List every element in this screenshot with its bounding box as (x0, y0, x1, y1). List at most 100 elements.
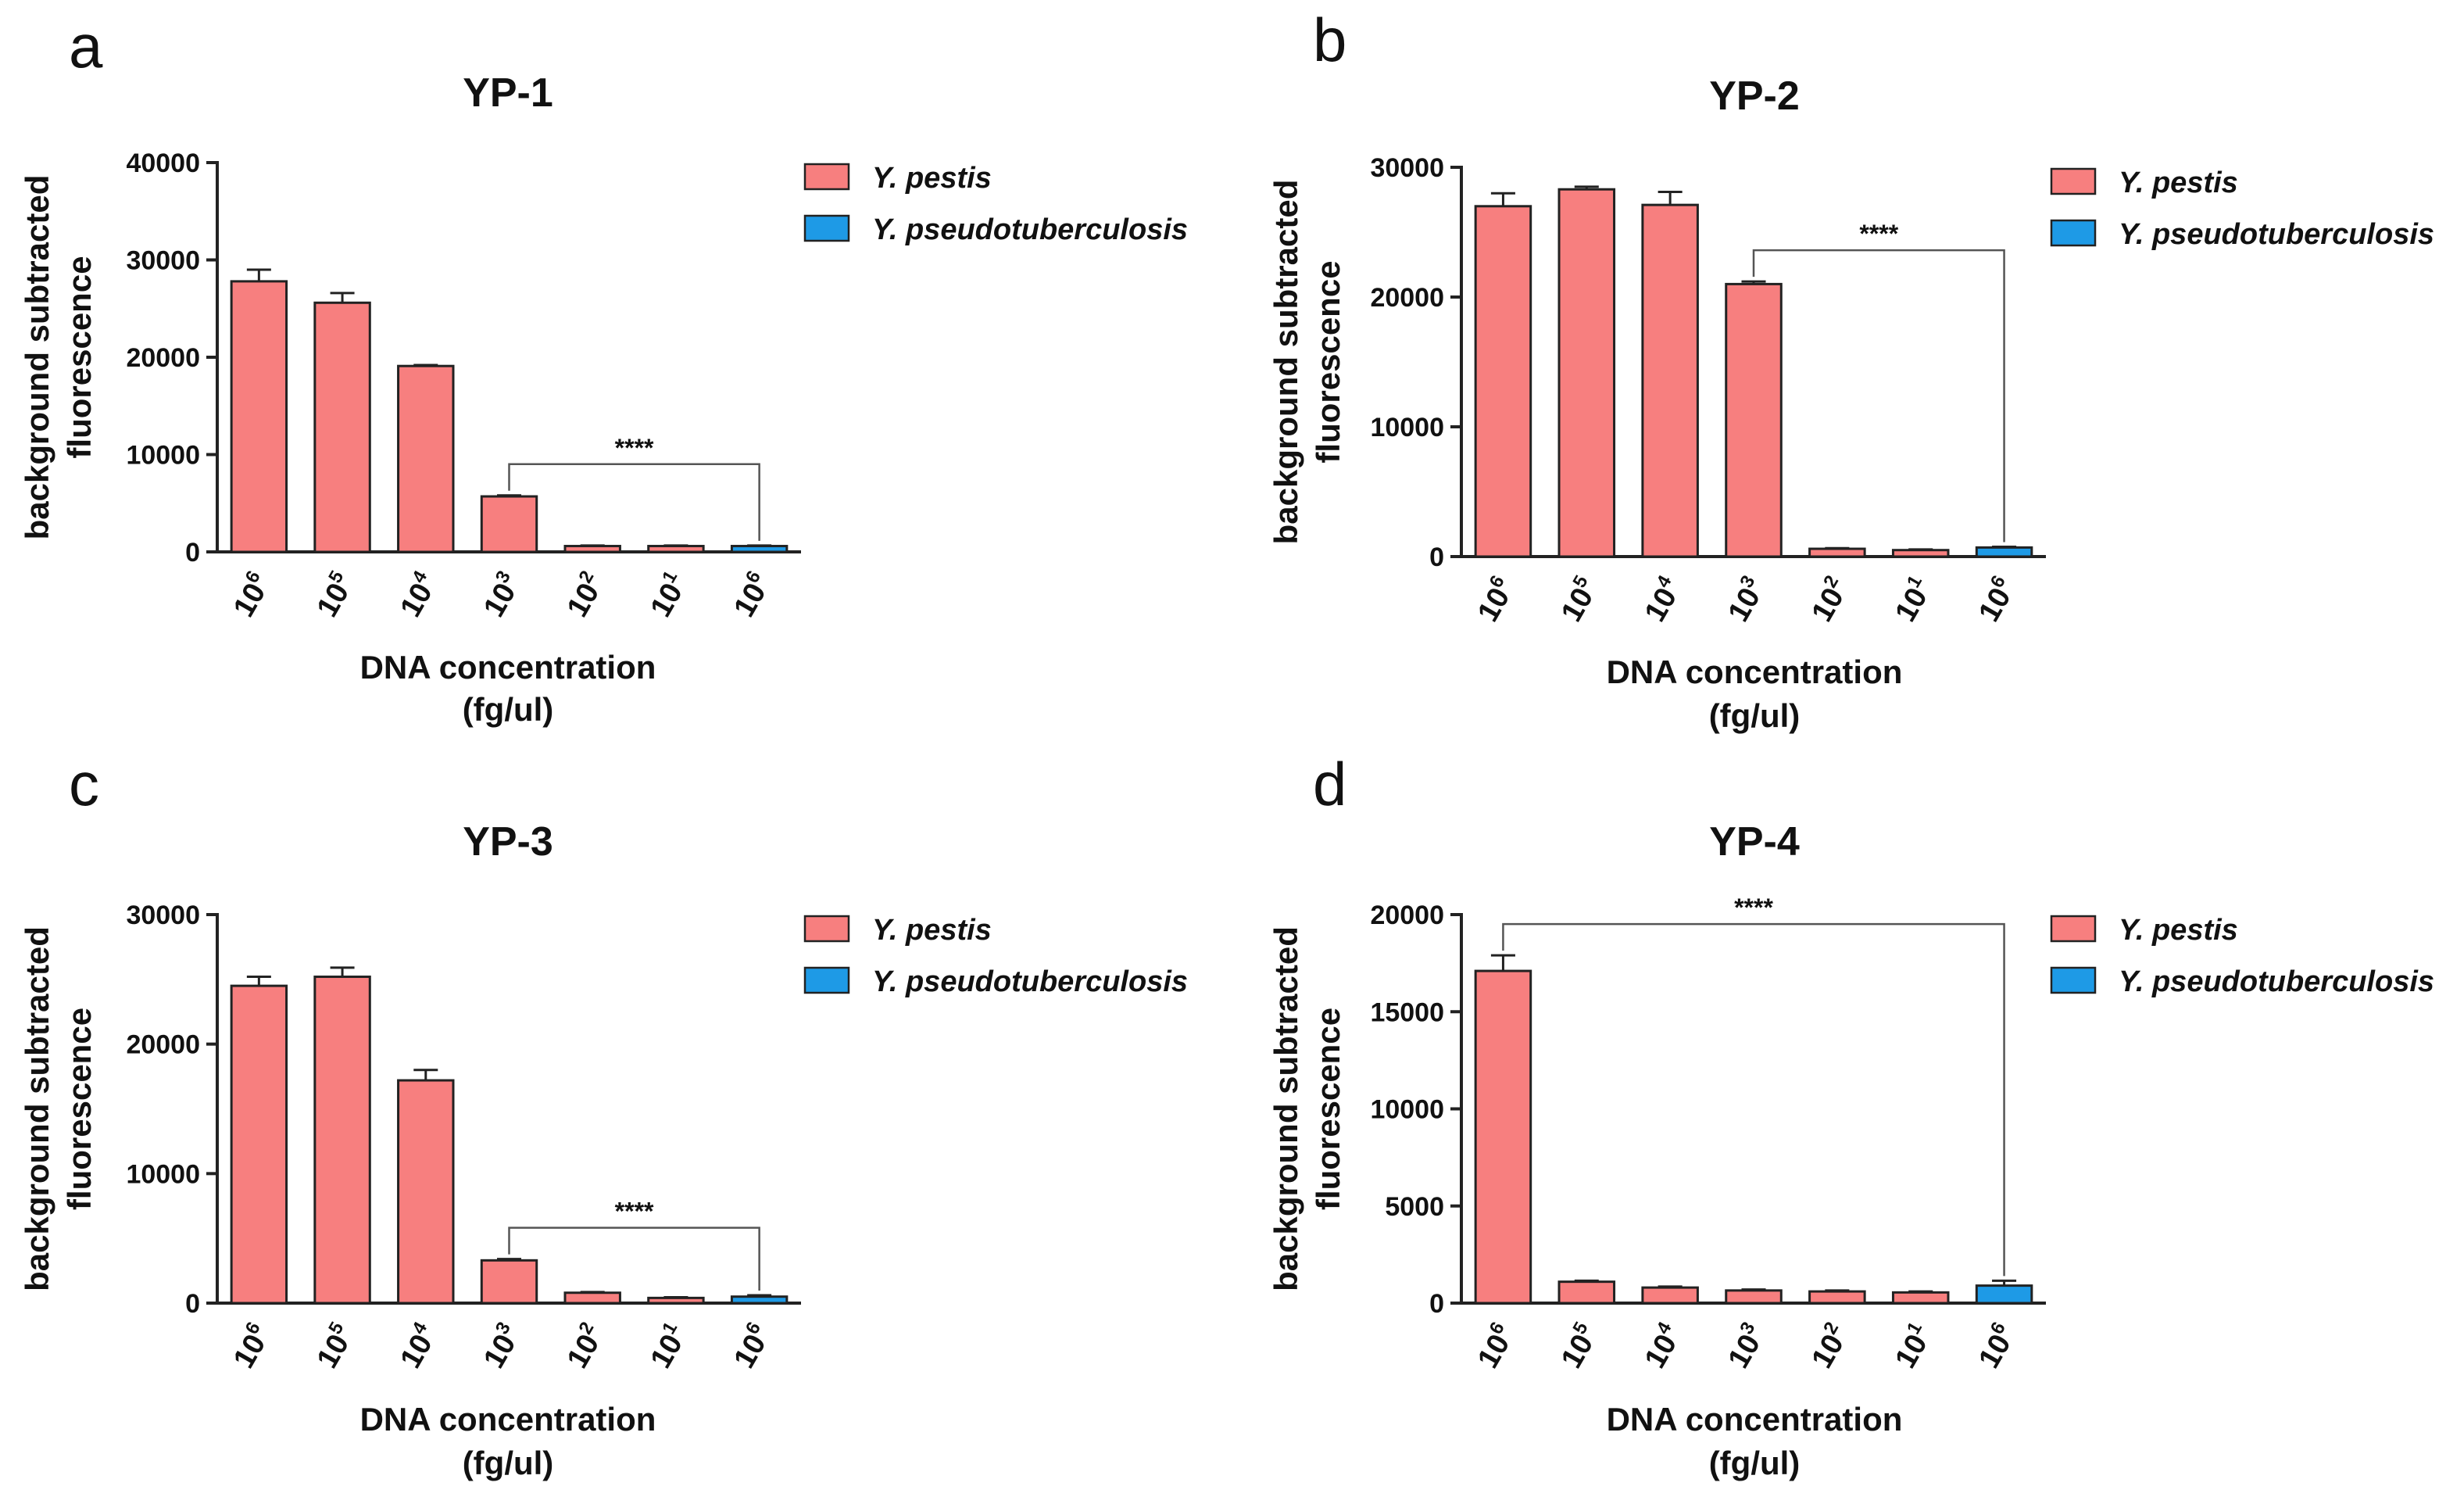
x-tick-base: 10 (394, 578, 439, 623)
legend-label: Y. pestis (2119, 167, 2238, 199)
y-tick-label: 30000 (126, 901, 200, 930)
x-tick-label: 105 (308, 568, 361, 623)
bar (1641, 1286, 1699, 1305)
y-tick-label: 30000 (126, 246, 200, 276)
y-tick-label: 40000 (126, 149, 200, 178)
x-tick-label: 101 (642, 568, 695, 623)
bar (1975, 1284, 2033, 1305)
x-axis-label-line1: DNA concentration (360, 649, 656, 686)
y-axis-label-line1: background subtracted (1268, 926, 1304, 1291)
bar (230, 984, 288, 1305)
x-axis-label-line1: DNA concentration (1607, 654, 1903, 690)
x-tick-base: 10 (1555, 1329, 1600, 1374)
legend-swatch (803, 915, 850, 943)
panel-letter: b (1313, 5, 1346, 74)
legend-swatch (2050, 915, 2097, 943)
x-axis-label-line2: (fg/ul) (1709, 1445, 1801, 1481)
x-tick-label: 101 (642, 1319, 695, 1374)
x-tick-label: 103 (475, 1319, 528, 1374)
x-tick-base: 10 (227, 1329, 273, 1374)
y-tick-label: 30000 (1370, 153, 1444, 183)
significance-bracket (1502, 922, 2005, 1277)
x-tick-label: 106 (1469, 1319, 1522, 1374)
significance-label: **** (1734, 893, 1773, 922)
y-tick-label: 10000 (1370, 1095, 1444, 1125)
y-tick-label: 20000 (126, 1030, 200, 1060)
bar (1725, 1289, 1783, 1305)
chart-title: YP-1 (463, 70, 553, 116)
x-tick-base: 10 (477, 578, 523, 623)
x-tick-base: 10 (645, 1329, 690, 1374)
x-tick-base: 10 (645, 578, 690, 623)
y-tick-label: 10000 (1370, 413, 1444, 442)
bar (1891, 1291, 1950, 1305)
y-axis-label-line2: fluorescence (1310, 1008, 1346, 1210)
bar (1641, 203, 1699, 558)
significance-label: **** (615, 434, 654, 462)
y-tick-label: 10000 (126, 441, 200, 471)
x-tick-base: 10 (1972, 582, 2018, 628)
x-tick-label: 103 (1719, 1319, 1772, 1374)
x-tick-label: 106 (1970, 1319, 2023, 1374)
bar (1474, 969, 1532, 1305)
x-axis-label-line1: DNA concentration (1607, 1401, 1903, 1438)
x-tick-base: 10 (1722, 582, 1768, 628)
panel-letter: a (69, 12, 103, 81)
x-tick-base: 10 (311, 578, 356, 623)
x-tick-base: 10 (311, 1329, 356, 1374)
legend-label: Y. pseudotuberculosis (2119, 218, 2434, 251)
legend-label: Y. pestis (872, 914, 992, 947)
x-tick-label: 102 (1803, 572, 1856, 628)
y-axis-label-line1: background subtracted (19, 926, 55, 1291)
x-tick-label: 104 (1636, 1318, 1689, 1374)
x-tick-label: 101 (1886, 1319, 1940, 1374)
x-tick-base: 10 (1639, 1329, 1684, 1374)
panel-a: a YP-1 background subtracted fluorescence DN… (19, 12, 1188, 728)
x-tick-base: 10 (728, 1329, 773, 1374)
x-tick-base: 10 (1555, 582, 1600, 628)
x-tick-base: 10 (1805, 1329, 1851, 1374)
y-tick-label: 15000 (1370, 997, 1444, 1027)
y-axis-label-line1: background subtracted (19, 175, 55, 540)
x-tick-label: 102 (558, 1319, 611, 1374)
x-tick-base: 10 (1472, 1329, 1517, 1374)
y-tick-label: 0 (1429, 1289, 1444, 1319)
y-tick-label: 20000 (126, 343, 200, 373)
legend-label: Y. pestis (2119, 914, 2238, 947)
significance-bracket (508, 1226, 760, 1291)
x-tick-base: 10 (1889, 582, 1934, 628)
x-tick-base: 10 (1639, 582, 1684, 628)
x-tick-label: 103 (475, 568, 528, 623)
x-tick-label: 104 (392, 1318, 445, 1374)
bar (730, 1295, 789, 1305)
bar (647, 1296, 705, 1305)
panel-d: d YP-4 background subtracted fluorescence DN… (1268, 750, 2434, 1481)
chart-title: YP-4 (1709, 819, 1800, 865)
x-tick-label: 105 (1552, 1319, 1605, 1374)
x-tick-label: 104 (1636, 571, 1689, 628)
y-tick-label: 0 (185, 1289, 200, 1319)
bar (563, 545, 621, 553)
x-tick-label: 105 (1552, 572, 1605, 628)
y-tick-label: 20000 (1370, 901, 1444, 930)
x-tick-base: 10 (561, 578, 606, 623)
y-tick-label: 0 (185, 538, 200, 568)
x-axis-label-line2: (fg/ul) (1709, 697, 1801, 734)
y-tick-label: 20000 (1370, 283, 1444, 313)
legend-swatch (803, 214, 850, 242)
panel-letter: d (1313, 750, 1346, 818)
x-tick-label: 105 (308, 1319, 361, 1374)
legend-label: Y. pseudotuberculosis (2119, 965, 2434, 998)
chart-title: YP-2 (1709, 73, 1800, 119)
bar (1891, 549, 1950, 558)
bar (730, 545, 789, 553)
bar (480, 1259, 538, 1305)
x-tick-label: 101 (1886, 572, 1940, 628)
bar (313, 976, 371, 1305)
bar (1975, 546, 2033, 558)
x-tick-label: 106 (725, 1319, 778, 1374)
chart-title: YP-3 (463, 819, 553, 865)
x-tick-label: 103 (1719, 572, 1772, 628)
bar (1808, 1290, 1866, 1305)
x-axis-label-line1: DNA concentration (360, 1401, 656, 1438)
